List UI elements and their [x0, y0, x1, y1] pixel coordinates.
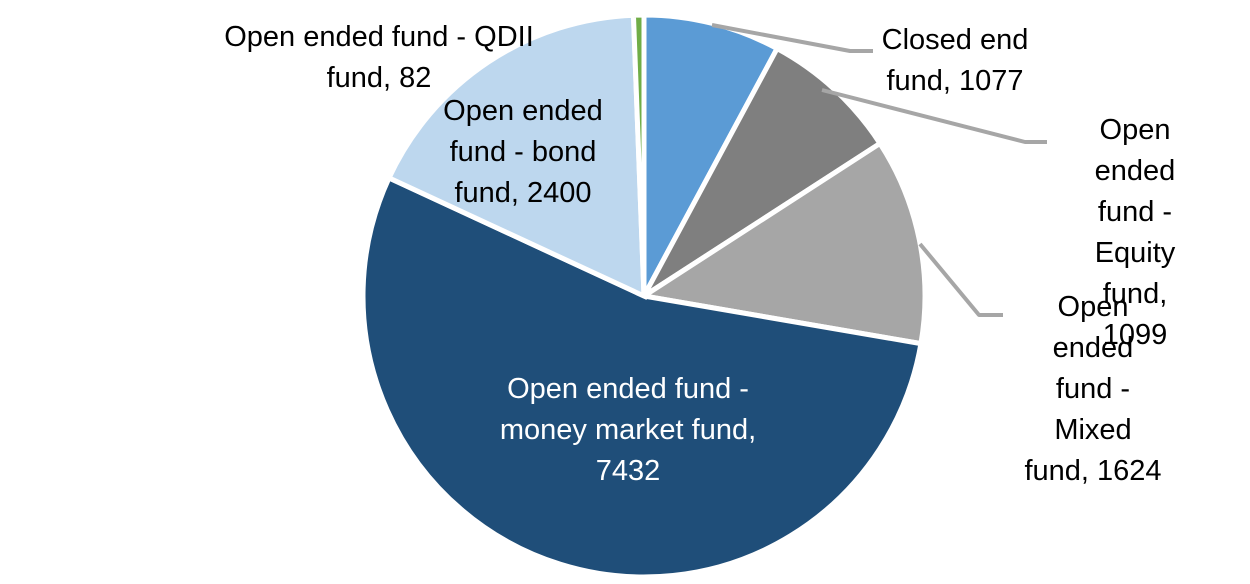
pie-slice-open-ended-mixed-fund [637, 140, 928, 347]
data-label-open-ended-equity-fund: Open ended fund - Equity fund, 1099 [1094, 114, 1176, 351]
pie-slice-open-ended-bond-fund [385, 12, 647, 300]
pie-slice-open-ended-money-market-fund [360, 174, 924, 580]
data-label-closed-end-fund: Closed end fund, 1077 [881, 24, 1029, 97]
data-label-open-ended-qdii-fund: Open ended fund - QDII fund, 82 [224, 21, 534, 94]
pie-slice-open-ended-qdii-fund [630, 12, 647, 297]
data-label-open-ended-mixed-fund: Open ended fund - Mixed fund, 1624 [1024, 291, 1162, 487]
pie-slice-open-ended-equity-fund [641, 45, 884, 299]
data-label-open-ended-bond-fund: Open ended fund - bond fund, 2400 [443, 95, 603, 209]
leader-line-open-ended-equity-fund [821, 88, 1047, 144]
leader-line-closed-end-fund [711, 23, 873, 53]
leader-line-open-ended-mixed-fund [918, 242, 1003, 317]
data-label-open-ended-money-market-fund: Open ended fund - money market fund, 743… [499, 373, 757, 487]
